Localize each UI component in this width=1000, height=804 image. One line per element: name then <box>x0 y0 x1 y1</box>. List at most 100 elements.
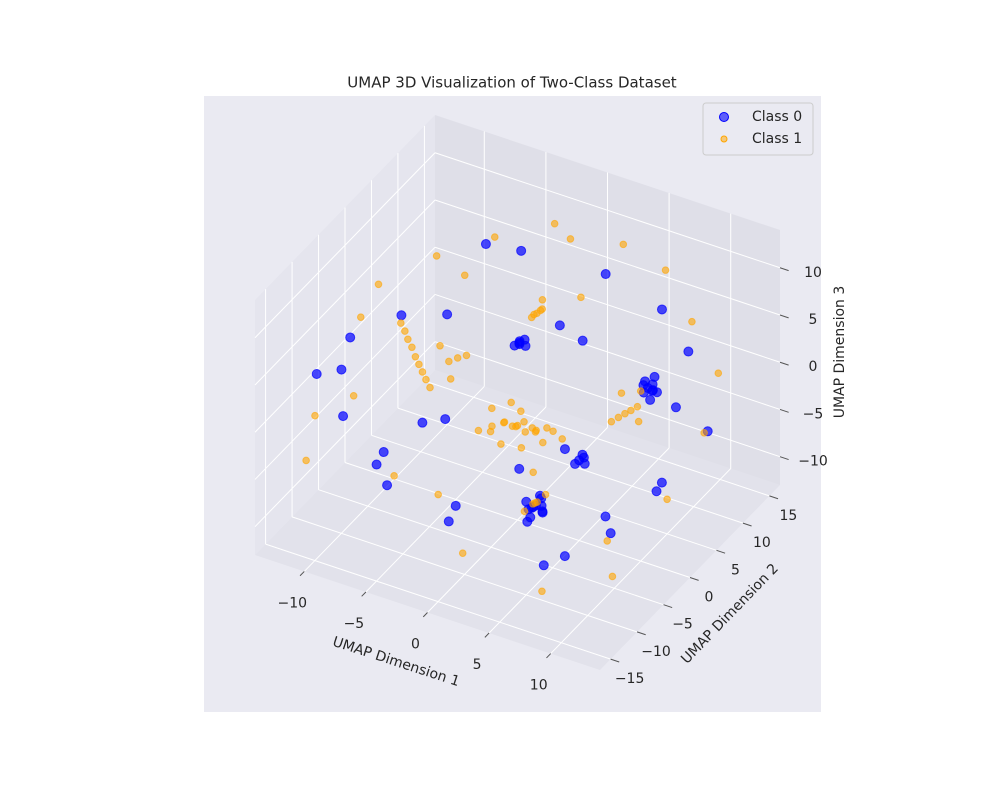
z-tick-label: 0 <box>809 359 818 375</box>
z-tick <box>779 314 789 319</box>
y-tick <box>716 549 726 554</box>
data-point <box>554 320 565 331</box>
data-point <box>700 429 708 437</box>
data-point <box>349 391 358 400</box>
data-point <box>442 309 453 320</box>
data-point <box>566 235 575 243</box>
data-point <box>512 422 520 431</box>
data-point <box>432 252 441 260</box>
data-point <box>426 383 434 392</box>
data-point <box>436 341 444 350</box>
y-tick <box>689 577 699 581</box>
z-tick <box>779 456 789 461</box>
data-point <box>516 245 527 256</box>
data-point <box>417 417 428 428</box>
y-tick-label: −15 <box>615 671 645 687</box>
data-point <box>537 506 548 517</box>
data-point <box>603 537 612 545</box>
y-tick <box>636 631 646 636</box>
data-point <box>514 463 525 474</box>
points <box>302 219 723 596</box>
data-point <box>488 422 496 431</box>
data-point <box>559 444 570 455</box>
data-point <box>450 500 461 511</box>
data-point <box>617 389 626 397</box>
data-point <box>605 528 616 539</box>
data-point <box>714 369 723 378</box>
data-point <box>401 327 409 335</box>
data-point <box>600 269 611 280</box>
x-tick-label: −5 <box>344 616 365 632</box>
grid-line <box>254 199 436 386</box>
z-tick <box>779 267 789 272</box>
y-tick-label: 5 <box>731 562 740 578</box>
data-point <box>649 371 660 382</box>
data-point <box>446 375 455 383</box>
data-point <box>577 293 585 302</box>
data-point <box>541 490 550 499</box>
z-axis-label: UMAP Dimension 3 <box>832 286 848 419</box>
data-point <box>374 280 383 289</box>
grid-line <box>434 341 781 458</box>
data-point <box>378 447 389 458</box>
x-tick <box>361 591 367 597</box>
grid-line <box>344 462 691 578</box>
data-point <box>656 477 667 488</box>
data-point <box>520 417 528 426</box>
grid-line <box>424 380 770 497</box>
data-point <box>656 304 667 315</box>
data-point <box>302 456 310 465</box>
data-point <box>636 387 645 395</box>
data-point <box>633 402 642 411</box>
data-point <box>607 417 616 426</box>
data-point <box>530 310 538 319</box>
data-point <box>520 340 531 351</box>
data-point <box>577 335 588 346</box>
data-point <box>462 351 471 360</box>
data-point <box>543 424 551 432</box>
legend-marker <box>720 135 728 143</box>
y-tick <box>769 495 779 500</box>
x-tick-label: 0 <box>411 637 420 653</box>
z-tick <box>779 408 789 413</box>
y-tick-label: −5 <box>672 617 693 633</box>
x-tick-label: 5 <box>473 657 482 673</box>
data-point <box>443 516 454 527</box>
data-point <box>550 219 559 228</box>
data-point <box>661 266 670 274</box>
data-point <box>634 417 643 426</box>
x-tick <box>422 612 428 618</box>
data-point <box>415 360 423 369</box>
legend-box <box>702 102 814 156</box>
grid <box>254 125 781 660</box>
data-point <box>434 490 442 499</box>
data-point <box>418 368 427 376</box>
x-tick-label: 10 <box>530 678 548 694</box>
data-point <box>619 240 628 249</box>
data-point <box>539 438 547 447</box>
x-tick <box>299 571 305 577</box>
y-tick <box>610 658 620 663</box>
grid-line <box>434 246 781 363</box>
data-point <box>621 409 629 418</box>
data-point <box>371 459 382 470</box>
x-tick-label: −10 <box>278 595 308 611</box>
data-point <box>311 369 322 380</box>
data-point <box>522 516 533 527</box>
data-point <box>663 495 671 504</box>
data-point <box>627 406 635 415</box>
legend-label: Class 0 <box>752 109 802 125</box>
z-tick-label: −5 <box>803 406 824 422</box>
data-point <box>453 354 462 362</box>
data-point <box>521 428 530 436</box>
grid-line <box>291 516 638 633</box>
data-point <box>458 549 467 557</box>
grid-line <box>254 152 436 339</box>
data-point <box>558 435 567 443</box>
data-point <box>559 551 570 562</box>
data-point <box>390 472 398 480</box>
data-point <box>549 427 557 436</box>
data-point <box>497 440 505 448</box>
data-point <box>517 407 525 415</box>
